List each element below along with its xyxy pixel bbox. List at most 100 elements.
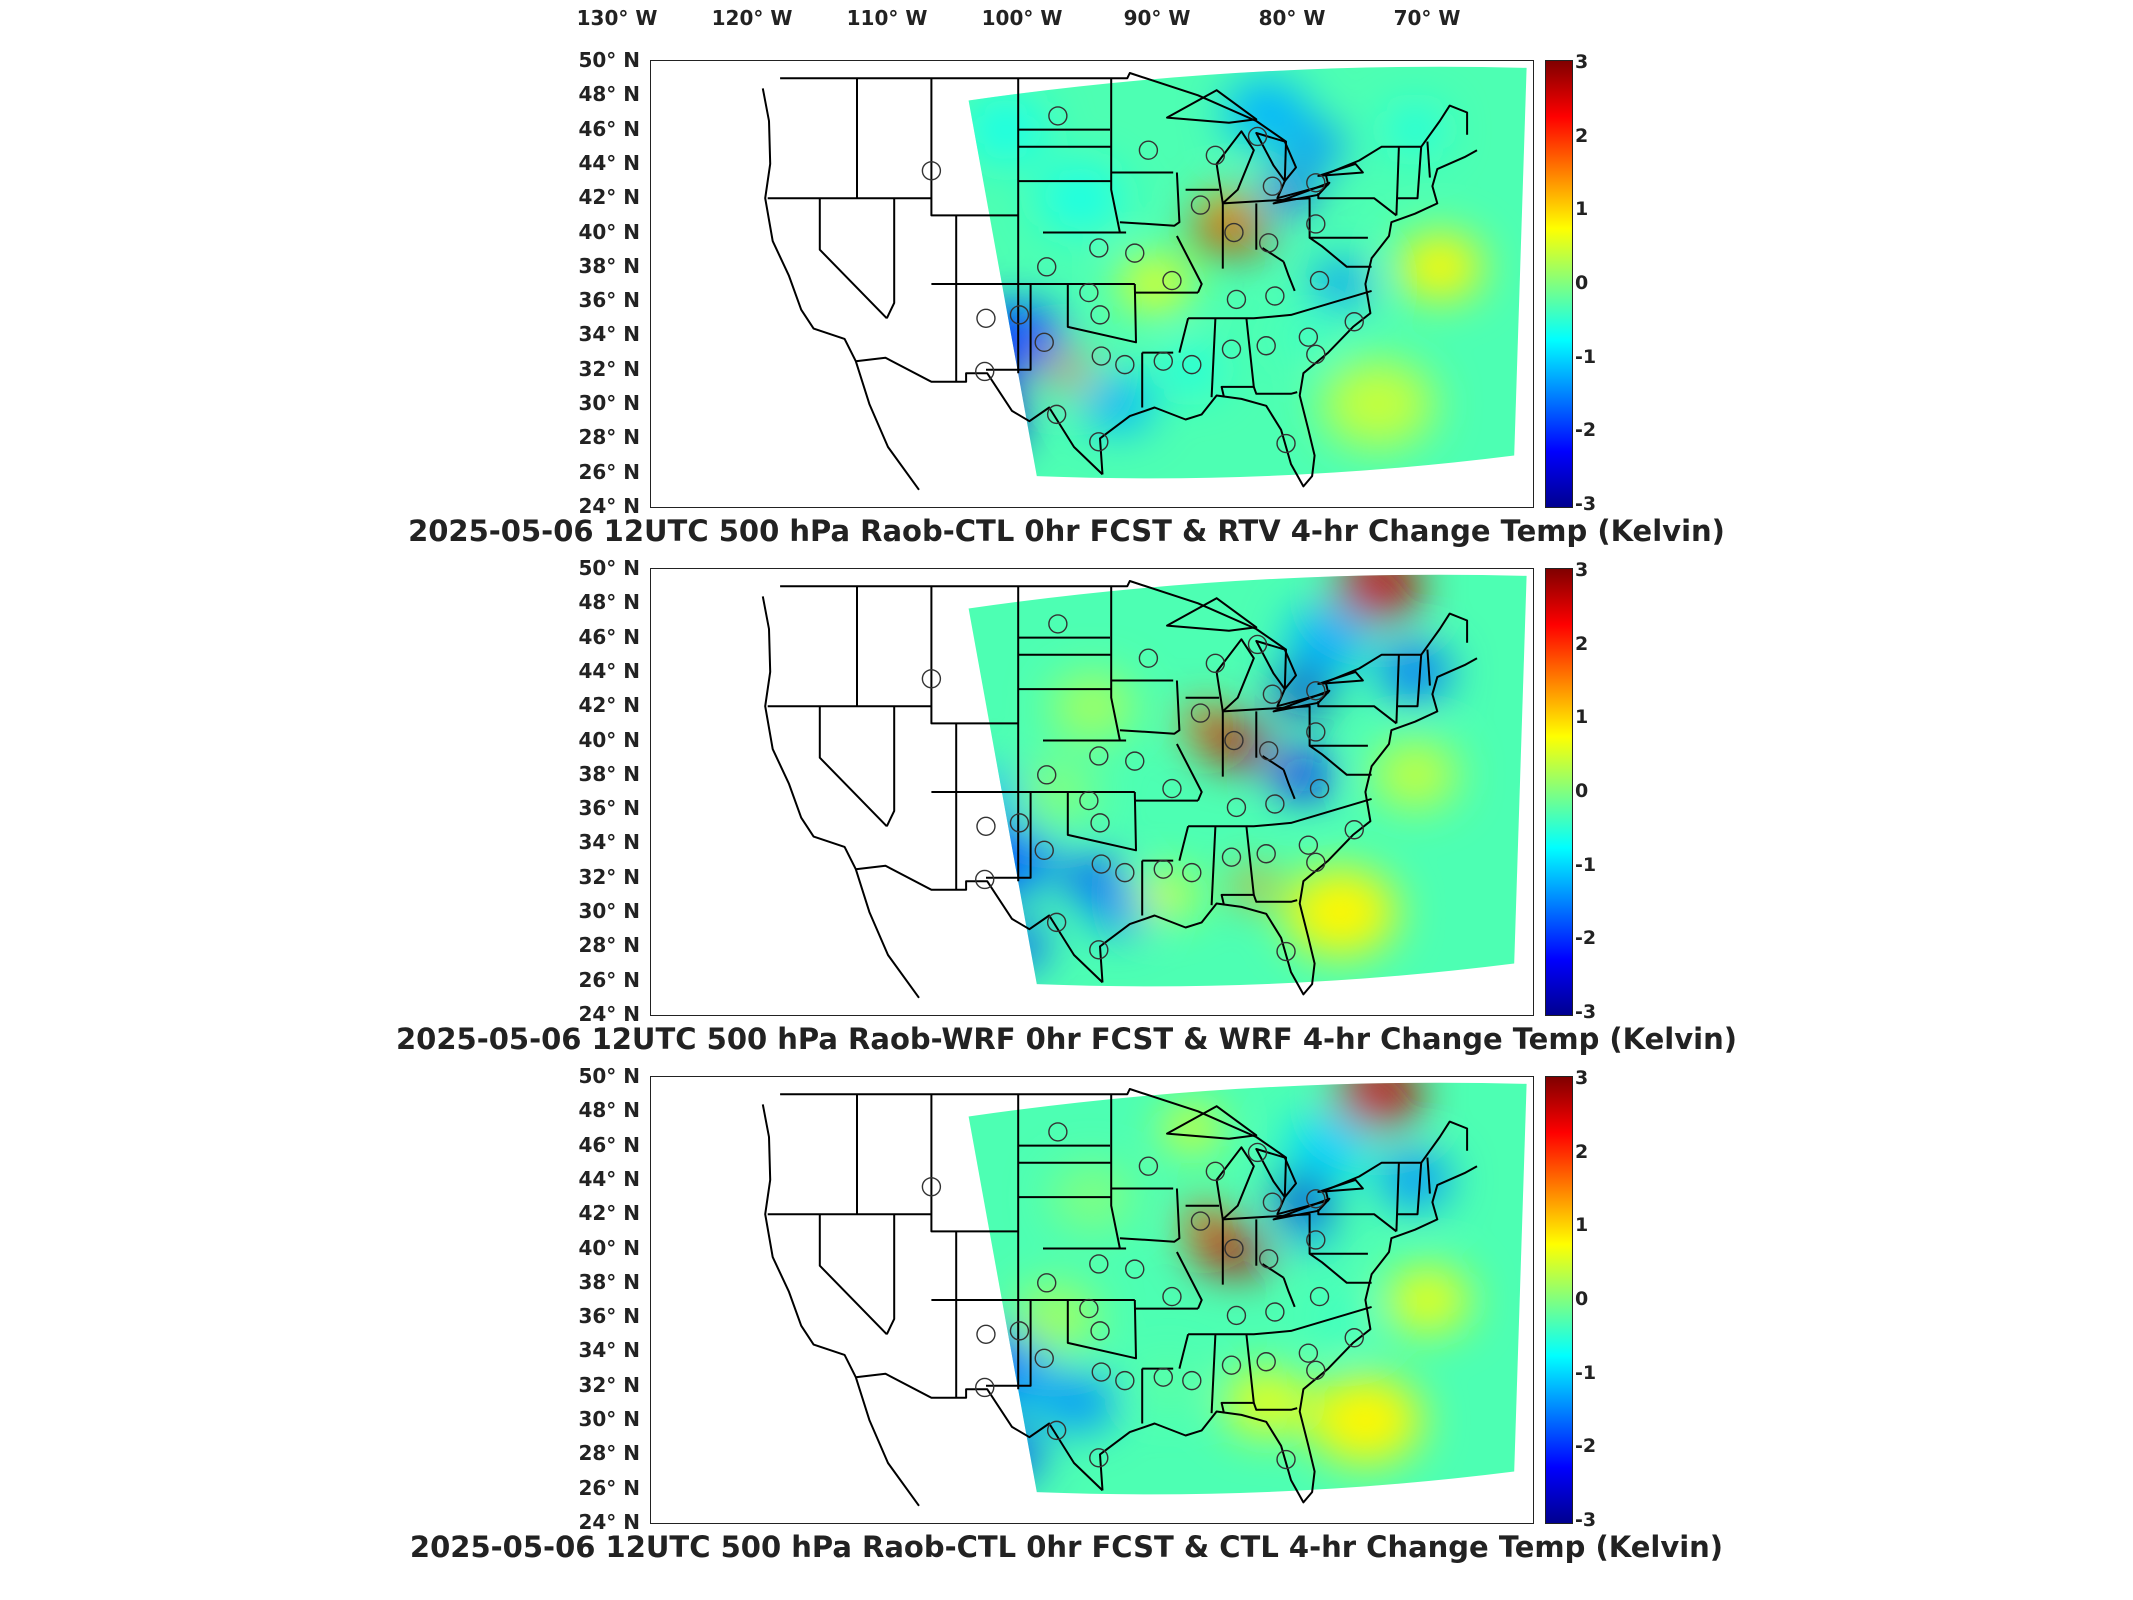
- field-anomaly: [1373, 741, 1457, 808]
- temperature-field-map: [761, 1082, 1527, 1507]
- field-anomaly: [970, 1426, 1041, 1482]
- latitude-label: 28° N: [578, 425, 640, 450]
- field-anomaly: [1286, 1112, 1371, 1179]
- raob-station-marker: [1162, 1286, 1182, 1307]
- field-anomaly: [1275, 752, 1332, 797]
- latitude-label: 50° N: [578, 556, 640, 580]
- state-border: [1261, 755, 1285, 771]
- raob-station-marker: [1153, 859, 1173, 879]
- raob-station-marker: [1190, 195, 1211, 215]
- latitude-label: 30° N: [578, 899, 640, 924]
- colorbar: [1545, 568, 1573, 1016]
- coastline: [1099, 657, 1478, 996]
- raob-station-marker: [1306, 852, 1326, 873]
- latitude-label: 46° N: [578, 116, 640, 141]
- field-anomaly: [1387, 107, 1443, 152]
- latitude-label: 44° N: [578, 658, 640, 683]
- coastline: [1099, 1165, 1478, 1504]
- state-border: [1178, 826, 1190, 861]
- raob-station-marker: [1115, 1370, 1135, 1391]
- raob-station-marker: [1309, 778, 1330, 799]
- raob-station-marker: [1224, 730, 1244, 751]
- raob-station-marker: [1037, 257, 1057, 277]
- map-plot-area: [650, 60, 1534, 508]
- panel-title: 2025-05-06 12UTC 500 hPa Raob-CTL 0hr FC…: [408, 514, 1725, 548]
- state-border: [1261, 1263, 1285, 1279]
- longitude-label: 100° W: [981, 6, 1063, 30]
- map-plot-area: [650, 568, 1534, 1016]
- great-lake: [1255, 640, 1297, 691]
- state-border: [986, 792, 1032, 879]
- raob-station-marker: [1125, 751, 1145, 771]
- field-anomaly: [968, 388, 1023, 455]
- latitude-label: 34° N: [578, 322, 640, 347]
- field-anomaly: [990, 924, 1047, 969]
- state-border: [1210, 318, 1217, 398]
- state-border: [1188, 289, 1372, 320]
- latitude-label: 38° N: [578, 761, 640, 786]
- field-anomaly: [1139, 872, 1195, 917]
- field-anomaly: [1224, 1369, 1309, 1436]
- raob-station-marker: [1258, 741, 1279, 761]
- raob-station-marker: [1089, 940, 1109, 960]
- coastline: [761, 88, 920, 491]
- longitude-label: 120° W: [711, 6, 793, 30]
- state-border: [986, 1300, 1032, 1387]
- colorbar-tick-label: -1: [1575, 345, 1597, 368]
- raob-station-marker: [1089, 238, 1109, 258]
- state-border: [1110, 78, 1121, 233]
- great-lake: [1255, 1148, 1297, 1199]
- state-border: [1282, 769, 1296, 800]
- raob-station-marker: [1247, 1142, 1268, 1163]
- colorbar-tick-label: 1: [1575, 1214, 1589, 1237]
- raob-station-marker: [1205, 653, 1226, 674]
- raob-station-marker: [1247, 126, 1268, 147]
- state-border: [885, 706, 896, 827]
- raob-station-marker: [1306, 1360, 1326, 1381]
- colorbar-tick-label: 3: [1575, 51, 1589, 73]
- state-border: [1426, 649, 1431, 686]
- state-border: [1282, 261, 1296, 292]
- raob-station-marker: [1224, 1238, 1244, 1259]
- latitude-label: 34° N: [578, 1338, 640, 1363]
- state-border: [1220, 318, 1255, 398]
- raob-station-marker: [1298, 327, 1319, 347]
- raob-station-marker: [1079, 282, 1099, 303]
- colorbar-tick-label: -3: [1575, 1001, 1597, 1023]
- raob-station-marker: [1265, 794, 1285, 814]
- great-lake: [1272, 689, 1331, 713]
- state-border: [1119, 172, 1181, 227]
- colorbar-tick-label: 2: [1575, 124, 1589, 147]
- raob-station-marker: [1046, 912, 1067, 933]
- state-border: [1309, 744, 1372, 776]
- raob-station-marker: [1276, 941, 1296, 962]
- state-border: [1176, 743, 1203, 801]
- raob-station-marker: [1079, 790, 1099, 811]
- raob-station-marker: [1224, 222, 1244, 243]
- raob-station-marker: [1090, 813, 1110, 833]
- field-anomaly: [1201, 193, 1257, 238]
- colorbar-tick-label: 2: [1575, 1140, 1589, 1163]
- state-border: [1066, 283, 1137, 344]
- map-plot-area: [650, 1076, 1534, 1524]
- great-lake: [1166, 89, 1258, 124]
- latitude-label: 50° N: [578, 48, 640, 72]
- raob-station-marker: [976, 1324, 996, 1345]
- raob-station-marker: [1034, 332, 1054, 353]
- great-lake: [1317, 670, 1364, 685]
- state-border: [1396, 1162, 1423, 1216]
- raob-station-marker: [1344, 1328, 1364, 1348]
- latitude-label: 40° N: [578, 219, 640, 244]
- longitude-label: 110° W: [846, 6, 928, 30]
- latitude-label: 32° N: [578, 864, 640, 889]
- raob-station-marker: [1125, 1259, 1145, 1279]
- raob-station-marker: [1090, 1321, 1110, 1341]
- raob-station-marker: [1221, 339, 1242, 359]
- raob-station-marker: [975, 1377, 995, 1398]
- latitude-label: 48° N: [578, 82, 640, 107]
- state-border: [1178, 318, 1190, 353]
- latitude-label: 38° N: [578, 253, 640, 278]
- raob-station-marker: [1034, 1348, 1054, 1369]
- field-anomaly: [1335, 574, 1420, 620]
- raob-station-marker: [1306, 173, 1326, 193]
